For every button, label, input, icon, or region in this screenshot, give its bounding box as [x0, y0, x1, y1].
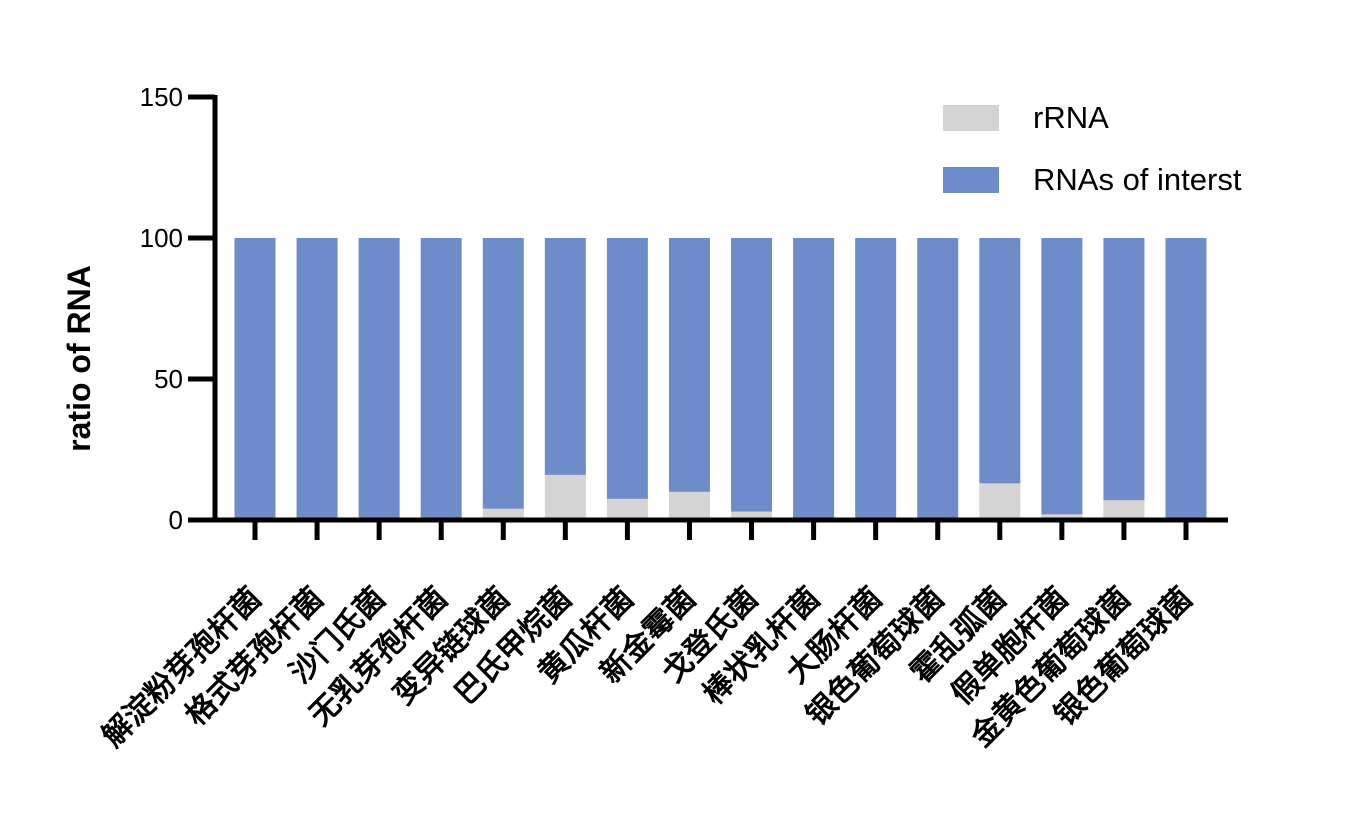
bar-rnas-of-interest-9	[731, 238, 773, 512]
legend-label-rrna: rRNA	[1033, 100, 1109, 135]
bar-rrna-15	[1103, 500, 1145, 520]
bar-rrna-6	[544, 474, 586, 520]
y-tick-label-50: 50	[154, 364, 183, 394]
legend-swatch-rnas-of-interest	[943, 167, 999, 193]
bar-rrna-14	[1041, 514, 1083, 520]
bar-rnas-of-interest-12	[917, 238, 959, 519]
bar-rnas-of-interest-2	[296, 238, 338, 519]
bar-rnas-of-interest-16	[1165, 238, 1207, 519]
y-axis-title: ratio of RNA	[61, 265, 97, 452]
bar-rnas-of-interest-3	[358, 238, 400, 519]
bar-rrna-13	[979, 483, 1021, 520]
legend-swatch-rrna	[943, 105, 999, 131]
bar-rnas-of-interest-7	[606, 238, 648, 499]
y-tick-label-150: 150	[140, 82, 183, 112]
bar-rrna-9	[731, 511, 773, 520]
bar-rrna-7	[606, 498, 648, 520]
bar-rnas-of-interest-6	[544, 238, 586, 475]
y-tick-label-0: 0	[169, 505, 183, 535]
y-tick-label-100: 100	[140, 223, 183, 253]
bar-rnas-of-interest-5	[482, 238, 524, 509]
bar-rnas-of-interest-14	[1041, 238, 1083, 515]
bar-rnas-of-interest-8	[668, 238, 710, 492]
bar-rnas-of-interest-1	[234, 238, 276, 519]
bar-rrna-5	[482, 508, 524, 520]
bar-rnas-of-interest-15	[1103, 238, 1145, 501]
legend-label-rnas-of-interest: RNAs of interst	[1033, 162, 1242, 197]
bar-rnas-of-interest-11	[855, 238, 897, 519]
bar-rnas-of-interest-10	[793, 238, 835, 519]
bar-rnas-of-interest-4	[420, 238, 462, 519]
bar-rrna-8	[668, 491, 710, 520]
bar-rnas-of-interest-13	[979, 238, 1021, 484]
